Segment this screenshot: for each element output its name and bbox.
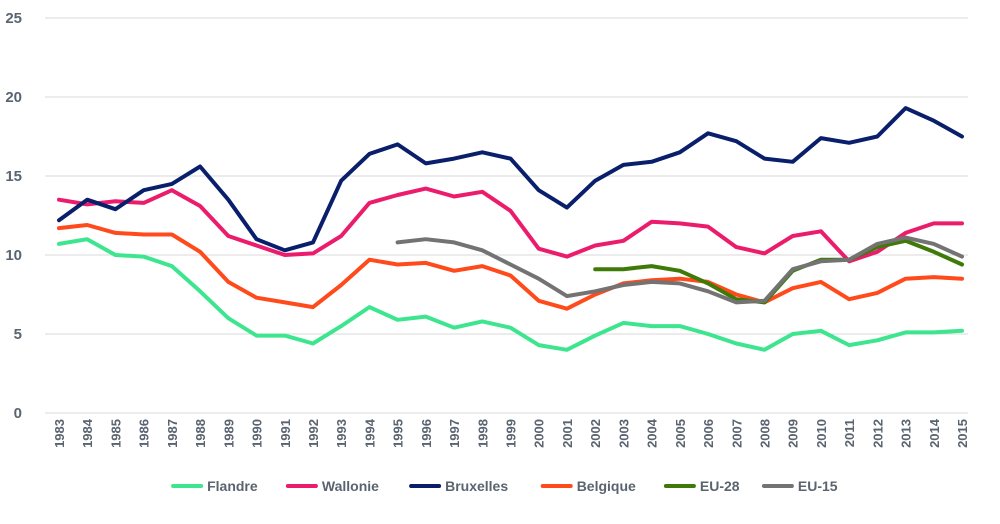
- x-tick-label: 2006: [701, 419, 716, 448]
- x-tick-label: 1986: [137, 419, 152, 448]
- legend-label-belgique: Belgique: [577, 478, 636, 494]
- x-tick-label: 2011: [842, 419, 857, 447]
- x-tick-label: 2013: [899, 419, 914, 448]
- x-tick-label: 1984: [80, 418, 95, 448]
- gridlines: [45, 17, 968, 414]
- x-tick-label: 2014: [927, 418, 942, 448]
- x-tick-label: 2001: [560, 419, 575, 448]
- x-tick-label: 1985: [108, 419, 123, 448]
- legend-label-eu-15: EU-15: [798, 478, 838, 494]
- x-tick-label: 1998: [475, 419, 490, 448]
- x-tick-label: 1996: [419, 419, 434, 448]
- x-tick-label: 2003: [616, 419, 631, 448]
- x-tick-label: 1989: [221, 419, 236, 448]
- legend-label-wallonie: Wallonie: [322, 478, 379, 494]
- x-tick-label: 1987: [165, 419, 180, 448]
- y-tick-label: 15: [5, 168, 22, 185]
- y-tick-label: 10: [5, 247, 22, 264]
- y-tick-label: 0: [14, 405, 22, 422]
- x-axis-ticks: 1983 1984 1985 1986 1987 1988 1989 1990 1991 1992…: [52, 418, 970, 448]
- x-tick-label: 2012: [870, 419, 885, 448]
- x-tick-label: 1983: [52, 419, 67, 448]
- series-line-belgique: [57, 223, 964, 311]
- x-tick-label: 2005: [673, 419, 688, 448]
- x-tick-label: 1993: [334, 419, 349, 448]
- x-tick-label: 1999: [504, 419, 519, 448]
- legend-label-flandre: Flandre: [207, 478, 258, 494]
- series-line-eu-15: [395, 235, 964, 305]
- legend-label-eu-28: EU-28: [700, 478, 740, 494]
- x-tick-label: 2000: [532, 419, 547, 448]
- x-tick-label: 2007: [729, 419, 744, 448]
- x-tick-label: 1995: [391, 419, 406, 448]
- x-tick-label: 2002: [588, 419, 603, 448]
- x-tick-label: 1991: [278, 419, 293, 448]
- x-tick-label: 2010: [814, 419, 829, 448]
- series-line-bruxelles: [57, 106, 964, 253]
- legend-label-bruxelles: Bruxelles: [445, 478, 508, 494]
- y-axis-ticks: 0 5 10 15 20 25: [5, 10, 22, 422]
- y-tick-label: 25: [5, 10, 22, 27]
- y-tick-label: 20: [5, 89, 22, 106]
- y-tick-label: 5: [14, 326, 22, 343]
- series-line-flandre: [57, 237, 964, 352]
- x-tick-label: 2004: [645, 418, 660, 448]
- x-tick-label: 1994: [362, 418, 377, 448]
- series-lines: [57, 106, 964, 352]
- x-tick-label: 1990: [250, 419, 265, 448]
- x-tick-label: 2008: [757, 419, 772, 448]
- x-tick-label: 2015: [955, 419, 970, 448]
- series-line-wallonie: [57, 186, 964, 264]
- x-tick-label: 1997: [447, 419, 462, 448]
- x-tick-label: 1988: [193, 419, 208, 448]
- x-tick-label: 2009: [786, 419, 801, 448]
- legend: Flandre Wallonie Bruxelles Belgique EU-28 EU-…: [171, 478, 838, 494]
- x-tick-label: 1992: [306, 419, 321, 448]
